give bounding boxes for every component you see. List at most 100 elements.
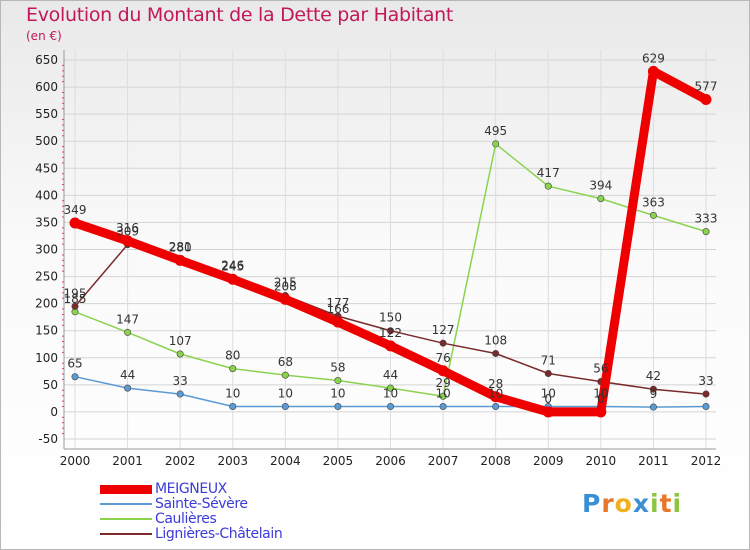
legend-item: Caulières — [100, 512, 340, 527]
data-point — [124, 328, 132, 336]
data-point — [649, 403, 657, 411]
x-tick-label: 2001 — [112, 454, 143, 468]
data-label: 495 — [484, 124, 507, 138]
data-label: 309 — [116, 225, 139, 239]
data-label: 80 — [225, 349, 240, 363]
data-point — [124, 384, 132, 392]
data-label: 246 — [221, 259, 244, 273]
legend-item: Sainte-Sévère — [100, 497, 340, 512]
legend-swatch — [100, 484, 152, 494]
data-label: 280 — [169, 240, 192, 254]
data-point — [595, 406, 607, 418]
data-point — [702, 403, 710, 411]
logo-letter: i — [650, 489, 660, 518]
data-label: 215 — [274, 276, 297, 290]
data-label: 150 — [379, 311, 402, 325]
data-point — [69, 217, 81, 229]
data-label: 107 — [169, 334, 192, 348]
data-label: 9 — [650, 387, 658, 401]
data-label: 10 — [541, 387, 556, 401]
data-point — [176, 390, 184, 398]
data-point — [227, 273, 239, 285]
y-tick-label: 400 — [35, 188, 58, 202]
data-label: 76 — [435, 351, 450, 365]
data-label: 28 — [488, 377, 503, 391]
data-point — [122, 235, 134, 247]
data-point — [385, 340, 396, 352]
y-tick-label: 300 — [35, 243, 58, 257]
data-point — [492, 403, 500, 411]
data-label: 127 — [432, 323, 455, 337]
x-tick-label: 2005 — [323, 454, 354, 468]
data-label: 10 — [488, 387, 503, 401]
y-tick-label: 600 — [35, 80, 58, 94]
data-label: 10 — [278, 387, 293, 401]
data-label: 195 — [64, 286, 87, 300]
x-tick-label: 2004 — [270, 454, 301, 468]
data-point — [176, 350, 184, 358]
data-label: 166 — [326, 302, 349, 316]
x-tick-label: 2002 — [165, 454, 196, 468]
data-label: 208 — [274, 279, 297, 293]
x-tick-label: 2007 — [428, 454, 459, 468]
data-point — [437, 365, 449, 377]
y-tick-label: 250 — [35, 270, 58, 284]
data-label: 10 — [225, 387, 240, 401]
data-label: 363 — [642, 195, 665, 209]
data-label: 185 — [64, 292, 87, 306]
x-tick-label: 2006 — [375, 454, 406, 468]
data-point — [649, 385, 657, 393]
data-label: 56 — [593, 362, 608, 376]
data-point — [229, 365, 237, 373]
data-label: 71 — [541, 353, 556, 367]
data-label: 417 — [537, 166, 560, 180]
data-label: 44 — [383, 368, 398, 382]
data-point — [492, 349, 500, 357]
logo-letter: o — [614, 489, 633, 518]
data-label: 349 — [64, 203, 87, 217]
y-tick-label: 0 — [50, 405, 58, 419]
data-point — [229, 403, 237, 411]
y-axis-unit: (en €) — [26, 29, 62, 43]
data-label: 577 — [695, 80, 718, 94]
data-point — [647, 65, 659, 77]
data-point — [490, 391, 502, 403]
x-tick-label: 2010 — [586, 454, 617, 468]
data-label: 0 — [544, 392, 552, 406]
x-tick-label: 2012 — [691, 454, 722, 468]
chart-title: Evolution du Montant de la Dette par Hab… — [26, 4, 454, 26]
data-label: 394 — [589, 179, 612, 193]
data-point — [649, 211, 657, 219]
legend-label: MEIGNEUX — [155, 481, 227, 497]
data-point — [597, 195, 605, 203]
data-label: 333 — [695, 212, 718, 226]
data-label: 629 — [642, 51, 665, 65]
x-tick-label: 2000 — [60, 454, 91, 468]
legend-item: MEIGNEUX — [100, 482, 340, 497]
y-tick-label: 650 — [35, 53, 58, 67]
data-point — [281, 371, 289, 379]
legend-label: Sainte-Sévère — [155, 496, 248, 512]
data-point — [334, 377, 342, 385]
logo-letter: t — [659, 489, 673, 518]
data-point — [702, 228, 710, 236]
data-point — [279, 293, 291, 305]
data-label: 0 — [597, 392, 605, 406]
data-point — [386, 384, 394, 392]
logo-letter: r — [601, 489, 615, 518]
data-label: 177 — [326, 296, 349, 310]
legend: MEIGNEUX Sainte-Sévère Caulières Lignières-… — [100, 482, 340, 542]
data-point — [386, 403, 394, 411]
legend-swatch — [100, 518, 152, 520]
logo-letter: P — [582, 489, 602, 518]
data-label: 10 — [383, 387, 398, 401]
data-point — [544, 369, 552, 377]
data-label: 33 — [173, 374, 188, 388]
data-point — [439, 339, 447, 347]
data-point — [174, 254, 186, 266]
data-label: 245 — [221, 259, 244, 273]
data-label: 122 — [379, 326, 402, 340]
data-label: 33 — [698, 374, 713, 388]
data-point — [334, 403, 342, 411]
